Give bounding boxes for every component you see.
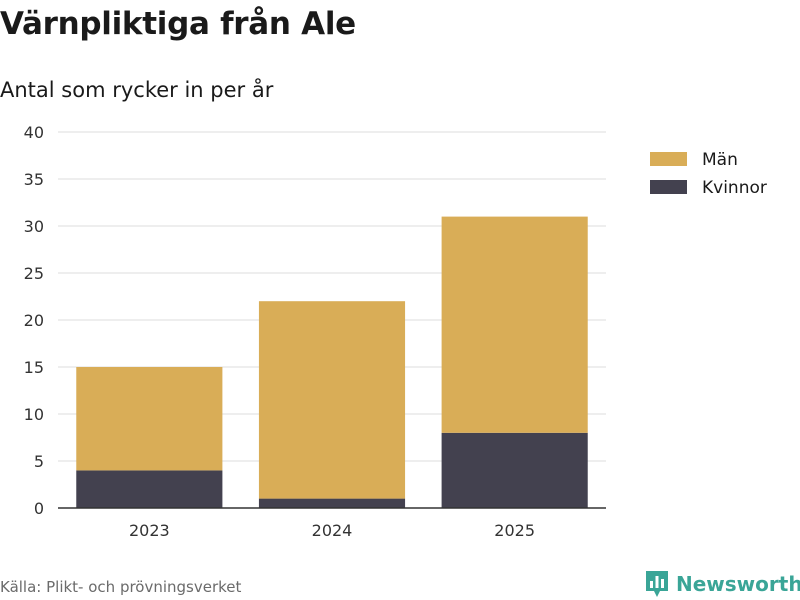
bar-kvinnor-2023 [76, 470, 223, 508]
y-tick-label: 0 [34, 499, 44, 518]
y-tick-label: 35 [24, 170, 44, 189]
y-tick-label: 40 [24, 123, 44, 142]
brand-name: Newsworthy [676, 572, 800, 596]
bar-kvinnor-2024 [258, 498, 406, 508]
bars [76, 216, 588, 508]
y-tick-label: 30 [24, 217, 44, 236]
bar-kvinnor-2025 [441, 432, 588, 508]
x-tick-label: 2024 [312, 521, 353, 540]
y-tick-label: 20 [24, 311, 44, 330]
brand-logo: Newsworthy [644, 569, 800, 599]
x-tick-label: 2023 [129, 521, 170, 540]
y-axis-ticks: 0 5 10 15 20 25 30 35 40 [24, 123, 44, 518]
y-tick-label: 25 [24, 264, 44, 283]
x-tick-label: 2025 [494, 521, 535, 540]
newsworthy-chart-icon [646, 571, 668, 597]
legend-swatch-kvinnor [650, 180, 687, 194]
bar-man-2024 [258, 301, 406, 499]
y-tick-label: 15 [24, 358, 44, 377]
chart-subtitle: Antal som rycker in per år [0, 78, 274, 102]
x-axis-ticks: 2023 2024 2025 [129, 521, 535, 540]
y-tick-label: 10 [24, 405, 44, 424]
legend-label: Kvinnor [702, 178, 767, 198]
y-tick-label: 5 [34, 452, 44, 471]
chart-title: Värnpliktiga från Ale [0, 6, 356, 42]
bar-man-2023 [76, 367, 223, 471]
legend-swatch-man [650, 152, 687, 166]
bar-man-2025 [441, 216, 588, 433]
source-note: Källa: Plikt- och prövningsverket [0, 578, 242, 596]
legend-label: Män [702, 150, 738, 170]
legend: Män Kvinnor [650, 150, 767, 198]
